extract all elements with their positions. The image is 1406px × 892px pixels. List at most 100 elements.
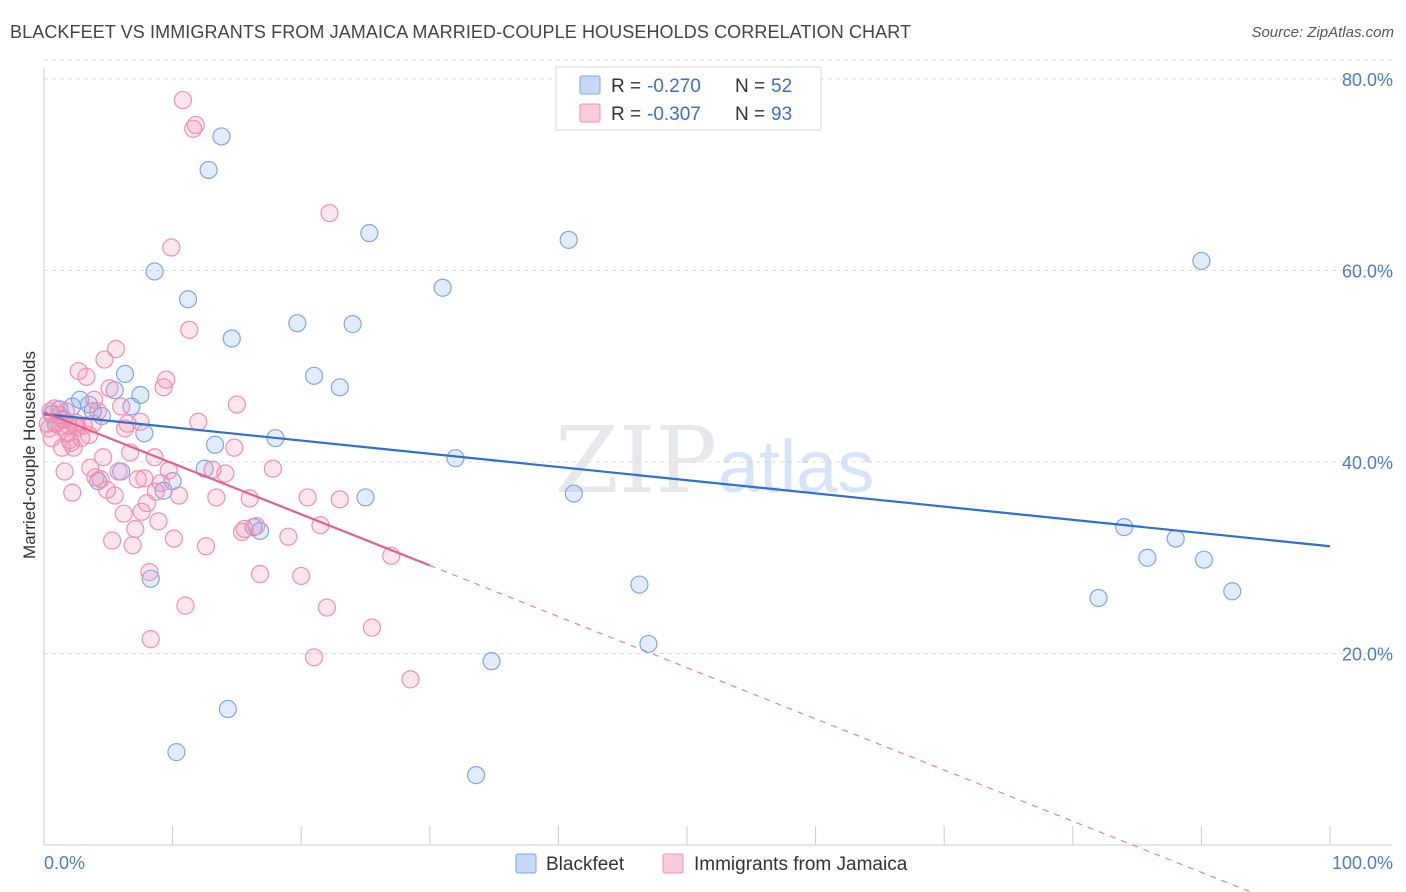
data-point <box>317 598 337 617</box>
data-point <box>123 536 142 555</box>
series-points-jamaica <box>38 90 420 689</box>
data-point <box>167 743 186 762</box>
stats-legend-r-label: R = <box>611 76 641 97</box>
stats-legend: R = -0.270 N = 52 R = -0.307 N = 93 <box>555 66 822 131</box>
trend-line-blackfeet <box>43 413 1331 548</box>
data-point <box>482 652 501 671</box>
data-point <box>176 596 195 615</box>
grid-lines <box>44 59 1392 654</box>
data-point <box>630 575 649 594</box>
data-point <box>115 419 135 438</box>
data-point <box>1138 548 1157 567</box>
data-point <box>141 569 160 588</box>
data-point <box>131 412 150 431</box>
y-tick-label: 20.0% <box>1342 645 1393 665</box>
data-point <box>85 390 104 409</box>
y-axis-title: Married-couple Households <box>20 351 39 559</box>
data-point <box>279 527 298 546</box>
data-point <box>196 537 216 556</box>
data-point <box>114 504 133 523</box>
data-point <box>63 483 82 502</box>
data-point <box>61 433 81 452</box>
data-point <box>288 314 307 333</box>
axes <box>43 68 1392 846</box>
data-point <box>141 630 160 649</box>
data-point <box>292 566 311 586</box>
data-point <box>250 564 270 584</box>
data-point <box>94 448 113 467</box>
data-point <box>1166 529 1185 548</box>
data-point <box>362 618 382 637</box>
data-point <box>639 634 658 654</box>
data-point <box>109 462 128 481</box>
stats-legend-swatch-jamaica <box>579 103 601 123</box>
data-point <box>225 438 244 457</box>
data-point <box>207 488 226 507</box>
data-point <box>356 488 375 507</box>
legend-label-jamaica: Immigrants from Jamaica <box>694 854 908 875</box>
data-point <box>446 449 465 468</box>
data-point <box>112 397 131 416</box>
data-point <box>106 339 126 359</box>
data-point <box>222 329 241 348</box>
stats-legend-r-value-blackfeet: -0.270 <box>647 76 701 97</box>
data-point <box>216 464 235 483</box>
data-point <box>157 370 176 389</box>
data-point <box>169 486 189 505</box>
data-point <box>343 315 362 334</box>
x-tick-labels: 0.0% 100.0% <box>44 853 1393 873</box>
data-point <box>401 670 420 689</box>
data-point <box>263 459 283 478</box>
data-point <box>88 402 108 421</box>
data-point <box>433 278 452 297</box>
watermark-atlas: atlas <box>718 425 874 508</box>
data-point <box>304 366 324 385</box>
data-point <box>186 115 205 135</box>
x-tick-label-max: 100.0% <box>1332 853 1393 873</box>
trend-line-jamaica <box>43 411 431 567</box>
source-label: Source: ZipAtlas.com <box>1251 24 1394 41</box>
data-point <box>128 470 147 489</box>
stats-legend-r-value-jamaica: -0.307 <box>647 104 701 125</box>
data-point <box>298 488 317 507</box>
data-point <box>178 290 198 309</box>
y-tick-label: 80.0% <box>1342 70 1393 90</box>
data-point <box>360 224 379 243</box>
trend-lines <box>43 411 1331 892</box>
stats-legend-n-value-jamaica: 93 <box>771 104 792 125</box>
data-point <box>115 364 135 384</box>
legend-swatch-jamaica <box>662 853 684 874</box>
y-tick-label: 40.0% <box>1342 453 1393 473</box>
data-point <box>105 486 124 505</box>
y-tick-label: 60.0% <box>1342 262 1393 282</box>
stats-legend-n-label: N = <box>735 104 765 125</box>
data-point <box>145 262 164 281</box>
data-point <box>1194 550 1214 569</box>
data-point <box>559 230 578 249</box>
data-point <box>140 563 159 582</box>
data-point <box>77 367 96 386</box>
data-point <box>164 529 183 548</box>
data-point <box>1115 518 1134 537</box>
data-point <box>466 766 486 785</box>
data-point <box>304 648 324 667</box>
data-point <box>564 484 583 503</box>
data-point <box>218 699 237 719</box>
data-point <box>103 531 122 550</box>
data-point <box>64 438 83 457</box>
data-point <box>70 390 90 409</box>
data-point <box>1223 582 1242 601</box>
data-point <box>1089 588 1108 608</box>
data-point <box>91 470 110 489</box>
data-point <box>212 127 231 146</box>
data-point <box>131 385 150 405</box>
data-point <box>132 502 151 521</box>
data-point <box>149 512 168 531</box>
data-point <box>1192 251 1211 271</box>
watermark: ZIP atlas <box>555 407 874 514</box>
data-point <box>205 435 225 454</box>
data-point <box>330 490 349 509</box>
data-point <box>100 379 119 398</box>
data-point <box>135 469 154 488</box>
data-point <box>81 458 100 477</box>
